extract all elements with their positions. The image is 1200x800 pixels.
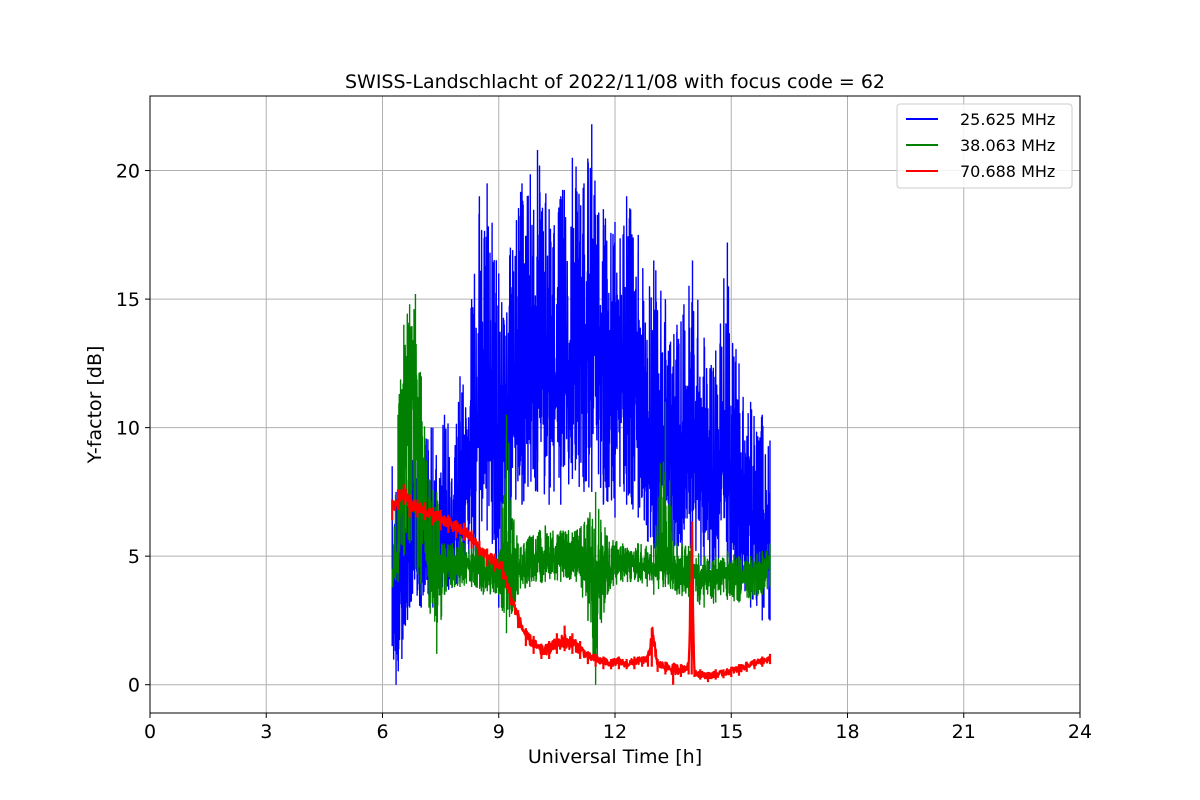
legend: 25.625 MHz 38.063 MHz 70.688 MHz <box>896 103 1073 189</box>
legend-label-38-063: 38.063 MHz <box>960 136 1055 155</box>
y-tick-label: 0 <box>128 675 140 697</box>
series-layer <box>391 124 772 685</box>
legend-label-70-688: 70.688 MHz <box>960 162 1055 181</box>
y-axis-label: Y-factor [dB] <box>84 346 106 465</box>
chart-title: SWISS-Landschlacht of 2022/11/08 with fo… <box>345 71 885 93</box>
legend-frame <box>896 103 1073 189</box>
series-line-70-688 <box>391 484 772 685</box>
x-tick-label: 21 <box>952 721 976 743</box>
y-tick-label: 5 <box>128 546 140 568</box>
x-axis-label: Universal Time [h] <box>528 746 702 768</box>
x-tick-label: 6 <box>376 721 388 743</box>
x-tick-label: 3 <box>260 721 272 743</box>
x-tick-label: 18 <box>835 721 859 743</box>
x-tick-label: 15 <box>719 721 743 743</box>
x-tick-label: 12 <box>603 721 627 743</box>
y-tick-label: 20 <box>116 161 140 183</box>
x-tick-label: 24 <box>1068 721 1092 743</box>
tick-layer: 0 3 6 9 12 15 18 21 24 0 5 10 15 20 <box>116 161 1092 743</box>
x-tick-label: 9 <box>493 721 505 743</box>
y-tick-label: 15 <box>116 289 140 311</box>
legend-label-25-625: 25.625 MHz <box>960 110 1055 129</box>
y-tick-label: 10 <box>116 418 140 440</box>
x-tick-label: 0 <box>144 721 156 743</box>
